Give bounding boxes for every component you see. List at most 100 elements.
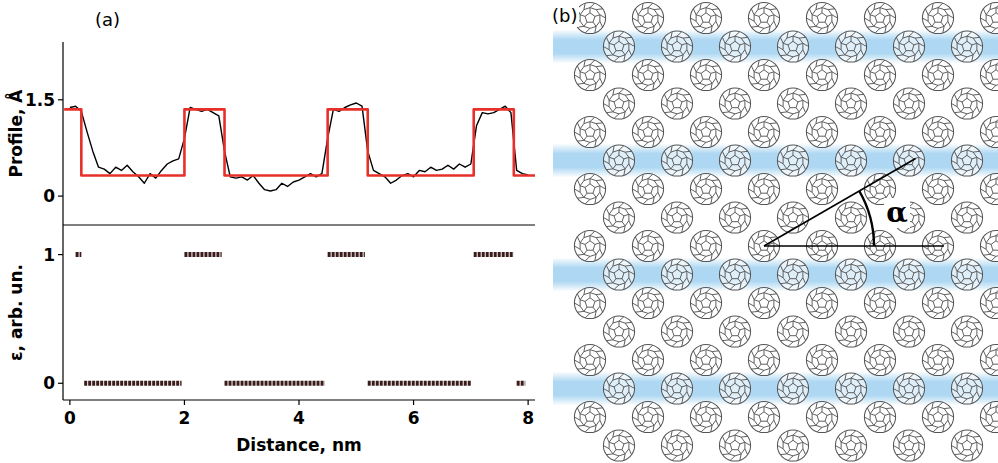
c60 [661, 31, 692, 62]
c60 [574, 287, 605, 318]
c60 [632, 401, 663, 432]
c60 [835, 259, 866, 290]
y-axis-title: Profile, Å [4, 89, 26, 178]
c60 [806, 2, 837, 33]
x-tick [184, 400, 185, 405]
c60 [574, 173, 605, 204]
c60 [661, 430, 692, 461]
c60 [806, 287, 837, 318]
angle-arc [859, 191, 874, 246]
c60 [835, 31, 866, 62]
c60 [661, 259, 692, 290]
c60 [922, 116, 953, 147]
x-axis-title: Distance, nm [236, 435, 362, 455]
label-patch [549, 5, 579, 27]
c60 [719, 373, 750, 404]
c60 [661, 145, 692, 176]
stripe [553, 258, 998, 292]
c60 [603, 430, 634, 461]
c60 [951, 373, 982, 404]
c60 [893, 373, 924, 404]
x-tick-label: 6 [408, 408, 420, 428]
c60 [719, 31, 750, 62]
x-tick-label: 0 [64, 408, 76, 428]
c60 [603, 316, 634, 347]
c60 [864, 59, 895, 90]
c60 [893, 430, 924, 461]
c60 [835, 430, 866, 461]
c60 [835, 202, 866, 233]
c60 [603, 373, 634, 404]
c60 [893, 316, 924, 347]
c60 [748, 59, 779, 90]
chart-0: 01.5Profile, Å [4, 42, 535, 225]
chart-1: 0102468ε, arb. un.Distance, nm [6, 225, 535, 455]
epsilon-segment [328, 252, 365, 257]
c60 [632, 59, 663, 90]
c60 [864, 116, 895, 147]
x-tick [413, 400, 414, 405]
c60 [980, 59, 998, 90]
epsilon-segment [368, 381, 471, 386]
c60 [574, 116, 605, 147]
c60 [690, 344, 721, 375]
plot-area [64, 103, 535, 191]
c60 [574, 59, 605, 90]
c60 [835, 316, 866, 347]
figure: 01.5Profile, Å0102468ε, arb. un.Distance… [0, 0, 998, 463]
c60 [690, 2, 721, 33]
c60 [835, 373, 866, 404]
c60 [777, 373, 808, 404]
y-axis [62, 42, 63, 225]
fullerene-diagram: α [553, 2, 998, 461]
panel-label: (b) [552, 5, 577, 26]
c60 [893, 259, 924, 290]
c60 [603, 31, 634, 62]
c60 [748, 2, 779, 33]
c60 [690, 116, 721, 147]
c60 [777, 430, 808, 461]
c60 [777, 316, 808, 347]
y-tick-label: 0 [43, 373, 55, 393]
c60 [922, 2, 953, 33]
c60 [980, 2, 998, 33]
c60 [922, 59, 953, 90]
x-tick [528, 400, 529, 405]
stripe [553, 30, 998, 64]
c60 [922, 401, 953, 432]
epsilon-segment [84, 381, 181, 386]
c60 [603, 145, 634, 176]
c60 [864, 344, 895, 375]
c60 [690, 173, 721, 204]
c60 [574, 2, 605, 33]
stripe [553, 372, 998, 406]
c60 [719, 259, 750, 290]
c60 [777, 145, 808, 176]
epsilon-segment [76, 252, 82, 257]
profile-line [64, 109, 535, 175]
epsilon-segment [184, 252, 221, 257]
c60 [951, 259, 982, 290]
c60 [864, 401, 895, 432]
c60 [864, 2, 895, 33]
c60 [922, 173, 953, 204]
c60 [922, 287, 953, 318]
c60 [951, 145, 982, 176]
angle-ray [764, 159, 916, 247]
c60 [690, 230, 721, 261]
c60 [980, 173, 998, 204]
c60 [632, 173, 663, 204]
c60 [951, 202, 982, 233]
c60 [835, 88, 866, 119]
profile-line [70, 103, 528, 191]
c60 [632, 287, 663, 318]
c60 [806, 344, 837, 375]
c60 [777, 259, 808, 290]
x-tick [69, 400, 70, 405]
y-tick [58, 254, 63, 255]
c60 [719, 88, 750, 119]
c60 [632, 116, 663, 147]
c60 [748, 116, 779, 147]
c60 [980, 401, 998, 432]
c60 [835, 145, 866, 176]
